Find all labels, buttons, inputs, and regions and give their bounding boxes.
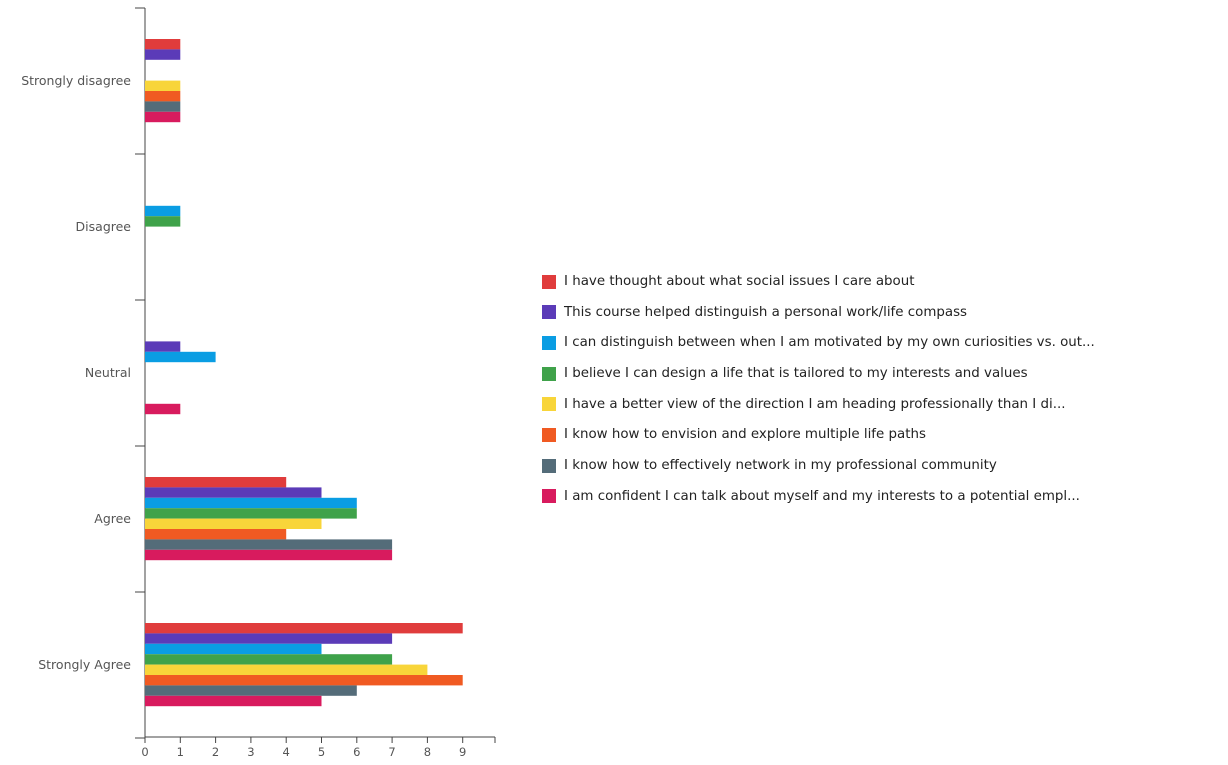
- legend-label: I am confident I can talk about myself a…: [564, 488, 1080, 504]
- x-tick-label: 5: [318, 745, 325, 759]
- legend-label: I know how to effectively network in my …: [564, 458, 997, 474]
- x-tick-label: 3: [247, 745, 254, 759]
- legend-swatch: [542, 335, 556, 350]
- bar: [145, 549, 393, 561]
- legend-label: I can distinguish between when I am moti…: [564, 335, 1095, 351]
- y-category-label: Strongly disagree: [21, 73, 131, 88]
- chart-legend: I have thought about what social issues …: [542, 270, 1222, 516]
- legend-swatch: [542, 305, 556, 320]
- bar: [145, 111, 181, 123]
- bar: [145, 497, 357, 509]
- bar: [145, 91, 181, 102]
- x-tick-label: 2: [212, 745, 219, 759]
- legend-label: I have thought about what social issues …: [564, 274, 915, 289]
- bar: [145, 205, 181, 217]
- bar: [145, 529, 287, 540]
- legend-swatch: [542, 458, 556, 473]
- x-tick-label: 1: [177, 745, 184, 759]
- x-tick-label: 0: [141, 745, 148, 759]
- x-tick-label: 6: [353, 745, 360, 759]
- bar: [145, 477, 287, 488]
- legend-swatch: [542, 427, 556, 442]
- bar: [145, 39, 181, 50]
- legend-swatch: [542, 397, 556, 412]
- bar: [145, 675, 463, 686]
- bar: [145, 643, 322, 655]
- bar: [145, 101, 181, 112]
- legend-swatch: [542, 489, 556, 504]
- legend-item: I have a better view of the direction I …: [542, 393, 1222, 416]
- bar: [145, 685, 357, 696]
- legend-item: I know how to envision and explore multi…: [542, 423, 1222, 446]
- legend-label: I believe I can design a life that is ta…: [564, 366, 1028, 382]
- legend-item: This course helped distinguish a persona…: [542, 301, 1222, 324]
- bar: [145, 623, 463, 634]
- legend-label: I have a better view of the direction I …: [564, 396, 1066, 412]
- bar: [145, 633, 393, 644]
- bar: [145, 539, 393, 550]
- bar: [145, 695, 322, 707]
- legend-label: This course helped distinguish a persona…: [564, 304, 968, 320]
- bar: [145, 508, 357, 519]
- bar: [145, 403, 181, 415]
- bar: [145, 487, 322, 498]
- legend-swatch: [542, 274, 556, 289]
- legend-swatch: [542, 366, 556, 381]
- bar: [145, 49, 181, 60]
- y-category-label: Strongly Agree: [38, 657, 131, 672]
- legend-item: I can distinguish between when I am moti…: [542, 331, 1222, 354]
- legend-item: I am confident I can talk about myself a…: [542, 485, 1222, 508]
- y-category-label: Neutral: [85, 365, 131, 380]
- bar: [145, 664, 428, 675]
- bar: [145, 518, 322, 529]
- y-category-label: Disagree: [76, 219, 132, 234]
- y-category-label: Agree: [94, 511, 131, 526]
- x-tick-label: 4: [283, 745, 290, 759]
- x-tick-label: 7: [388, 745, 395, 759]
- bar: [145, 351, 216, 363]
- x-tick-label: 8: [424, 745, 431, 759]
- x-tick-label: 9: [459, 745, 466, 759]
- legend-item: I know how to effectively network in my …: [542, 454, 1222, 477]
- bar: [145, 80, 181, 91]
- legend-item: I believe I can design a life that is ta…: [542, 362, 1222, 385]
- bar: [145, 654, 393, 665]
- bar: [145, 341, 181, 352]
- bar: [145, 216, 181, 227]
- legend-label: I know how to envision and explore multi…: [564, 427, 926, 443]
- legend-item: I have thought about what social issues …: [542, 270, 1222, 293]
